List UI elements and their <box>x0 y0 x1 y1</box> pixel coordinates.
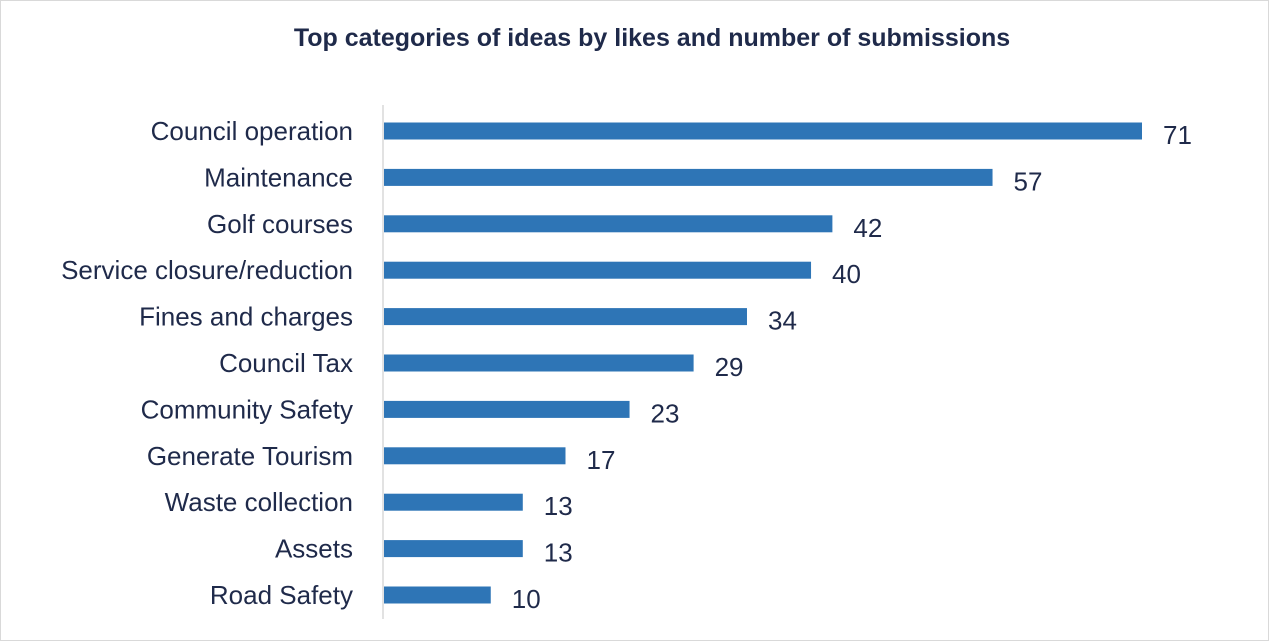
category-label: Council Tax <box>219 348 353 378</box>
bar <box>384 168 993 186</box>
data-label: 71 <box>1163 120 1192 150</box>
category-label: Generate Tourism <box>147 441 353 471</box>
category-label: Waste collection <box>165 487 353 517</box>
bar <box>384 354 694 372</box>
data-label: 13 <box>544 538 573 568</box>
bar <box>384 122 1142 140</box>
data-label: 13 <box>544 491 573 521</box>
bar <box>384 540 523 558</box>
data-label: 34 <box>768 306 797 336</box>
data-label: 40 <box>832 259 861 289</box>
bar <box>384 493 523 511</box>
bar <box>384 447 566 465</box>
data-label: 29 <box>715 352 744 382</box>
data-label: 42 <box>853 213 882 243</box>
category-label: Service closure/reduction <box>61 255 353 285</box>
chart-title: Top categories of ideas by likes and num… <box>294 24 1010 52</box>
category-label: Fines and charges <box>139 302 353 332</box>
bar <box>384 400 630 418</box>
data-label: 10 <box>512 584 541 614</box>
bar <box>384 261 812 279</box>
bar <box>384 308 747 326</box>
category-label: Council operation <box>151 116 353 146</box>
category-label: Maintenance <box>204 162 353 192</box>
bar <box>384 215 833 233</box>
category-label: Golf courses <box>207 209 353 239</box>
data-label: 17 <box>586 445 615 475</box>
category-label: Assets <box>275 534 353 564</box>
bars-group: Council operation 71 Maintenance 57 Golf cou… <box>61 116 1192 614</box>
category-label: Community Safety <box>141 394 353 424</box>
data-label: 57 <box>1014 166 1043 196</box>
category-label: Road Safety <box>210 580 353 610</box>
data-label: 23 <box>651 398 680 428</box>
bar <box>384 586 491 604</box>
